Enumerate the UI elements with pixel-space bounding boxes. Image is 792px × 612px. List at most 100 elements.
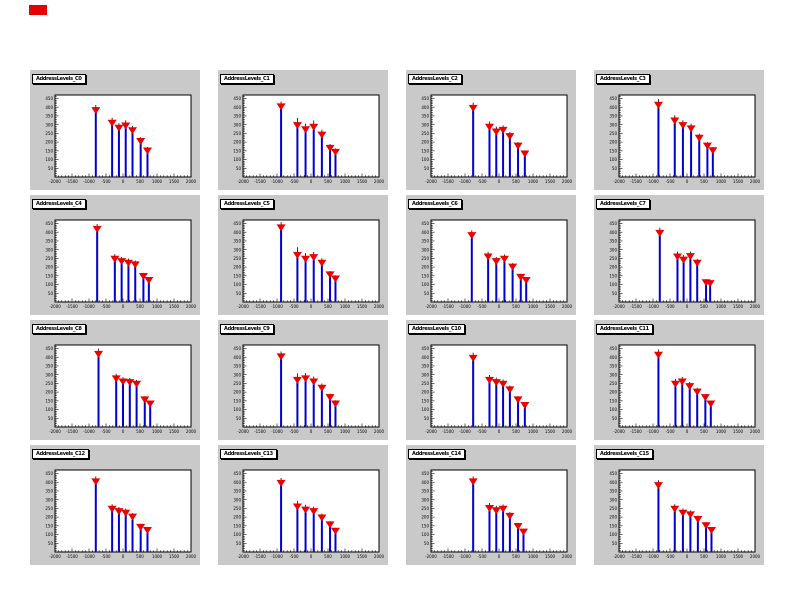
data-marker — [685, 511, 695, 519]
x-tick-label: 500 — [136, 304, 144, 309]
x-tick-label: -2000 — [613, 554, 625, 559]
data-marker — [678, 122, 688, 130]
x-tick-label: 1500 — [733, 429, 744, 434]
x-tick-label: -1000 — [459, 304, 471, 309]
y-tick-label: 400 — [609, 480, 617, 485]
plot-pad-c5: AddressLevels_C5 50 100 150 200 250 300 350 400 4… — [218, 195, 388, 315]
x-tick-label: -1000 — [271, 554, 283, 559]
data-marker — [301, 506, 311, 514]
x-tick-label: 500 — [136, 429, 144, 434]
y-tick-label: 150 — [233, 398, 241, 403]
data-marker — [125, 379, 135, 387]
data-marker — [670, 505, 680, 513]
y-tick-label: 400 — [609, 355, 617, 360]
x-tick-label: 0 — [122, 179, 125, 184]
y-tick-label: 300 — [45, 122, 53, 127]
x-tick-label: 0 — [686, 304, 689, 309]
data-marker — [653, 482, 663, 490]
y-tick-label: 450 — [45, 471, 53, 476]
y-tick-label: 200 — [609, 390, 617, 395]
x-tick-label: 0 — [686, 554, 689, 559]
x-tick-label: 500 — [324, 304, 332, 309]
x-tick-label: -500 — [477, 554, 487, 559]
x-tick-label: 500 — [512, 554, 520, 559]
data-marker — [498, 505, 508, 513]
plot-pad-c0: AddressLevels_C0 50 100 150 200 250 300 350 400 4… — [30, 70, 200, 190]
y-tick-label: 450 — [421, 346, 429, 351]
x-tick-label: 1000 — [340, 179, 351, 184]
y-tick-label: 150 — [45, 273, 53, 278]
x-tick-label: 1000 — [528, 179, 539, 184]
data-marker — [498, 380, 508, 388]
y-tick-label: 100 — [45, 157, 53, 162]
plot-pad-c6: AddressLevels_C6 50 100 150 200 250 300 350 400 4… — [406, 195, 576, 315]
x-tick-label: -1000 — [271, 304, 283, 309]
x-tick-label: 1000 — [528, 429, 539, 434]
y-tick-label: 300 — [609, 122, 617, 127]
data-marker — [123, 259, 133, 267]
data-marker — [276, 353, 286, 361]
y-tick-label: 200 — [233, 390, 241, 395]
x-tick-label: 1500 — [545, 179, 556, 184]
x-tick-label: 1000 — [528, 554, 539, 559]
x-tick-label: 0 — [498, 554, 501, 559]
y-tick-label: 100 — [45, 407, 53, 412]
plot-pad-c15: AddressLevels_C15 50 100 150 200 250 300 350 400… — [594, 445, 764, 565]
y-tick-label: 200 — [421, 265, 429, 270]
y-tick-label: 100 — [421, 157, 429, 162]
y-tick-label: 150 — [609, 148, 617, 153]
y-tick-label: 300 — [233, 122, 241, 127]
x-tick-label: 1000 — [716, 304, 727, 309]
x-tick-label: 1500 — [545, 429, 556, 434]
y-tick-label: 350 — [233, 239, 241, 244]
x-tick-label: 2000 — [562, 554, 573, 559]
y-tick-label: 250 — [421, 256, 429, 261]
x-tick-label: -1500 — [442, 554, 454, 559]
x-tick-label: -500 — [289, 429, 299, 434]
y-tick-label: 50 — [236, 166, 242, 171]
data-marker — [685, 253, 695, 261]
x-tick-label: -500 — [477, 179, 487, 184]
plot-title: AddressLevels_C0 — [32, 74, 86, 84]
y-tick-label: 100 — [233, 282, 241, 287]
y-tick-label: 150 — [609, 523, 617, 528]
plot-canvas: 50 100 150 200 250 300 350 400 450 -2000 -1500 -100… — [421, 94, 573, 184]
x-tick-label: -1500 — [630, 554, 642, 559]
data-marker — [706, 400, 716, 408]
data-marker — [317, 384, 327, 392]
y-tick-label: 150 — [45, 398, 53, 403]
data-marker — [91, 107, 101, 115]
x-tick-label: -2000 — [613, 179, 625, 184]
x-tick-label: 0 — [498, 429, 501, 434]
y-tick-label: 250 — [233, 256, 241, 261]
x-tick-label: 1500 — [169, 429, 180, 434]
data-marker — [330, 527, 340, 535]
y-tick-label: 200 — [45, 390, 53, 395]
x-tick-label: 1000 — [152, 304, 163, 309]
plot-canvas: 50 100 150 200 250 300 350 400 450 -2000 -1500 -100… — [233, 469, 385, 559]
y-tick-label: 50 — [612, 291, 618, 296]
data-marker — [491, 258, 501, 266]
y-tick-label: 300 — [233, 372, 241, 377]
y-tick-label: 200 — [421, 390, 429, 395]
data-marker — [706, 527, 716, 535]
data-marker — [330, 275, 340, 283]
x-tick-label: 500 — [136, 554, 144, 559]
data-marker — [130, 261, 140, 269]
x-tick-label: 2000 — [374, 554, 385, 559]
y-tick-label: 200 — [421, 140, 429, 145]
plot-canvas: 50 100 150 200 250 300 350 400 450 -2000 -1500 -100… — [45, 469, 197, 559]
x-tick-label: 0 — [122, 554, 125, 559]
data-marker — [128, 513, 138, 521]
data-marker — [516, 273, 526, 281]
plot-frame — [54, 94, 192, 178]
y-tick-label: 200 — [45, 265, 53, 270]
y-tick-label: 100 — [233, 532, 241, 537]
data-marker — [118, 378, 128, 386]
data-series — [467, 230, 531, 302]
y-tick-label: 200 — [45, 140, 53, 145]
data-marker — [694, 134, 704, 142]
x-tick-label: -2000 — [425, 554, 437, 559]
data-marker — [111, 375, 121, 383]
y-tick-label: 50 — [612, 416, 618, 421]
